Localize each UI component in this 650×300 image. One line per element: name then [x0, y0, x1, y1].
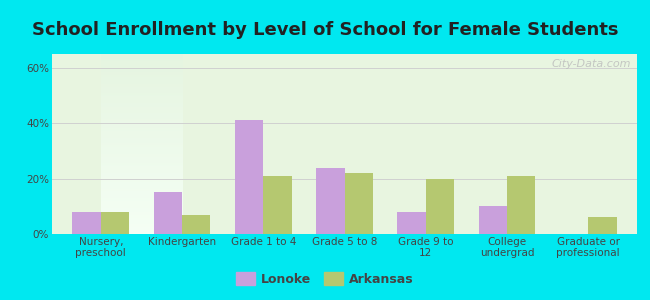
- Bar: [397, 212, 426, 234]
- Bar: [507, 176, 536, 234]
- Bar: [316, 167, 344, 234]
- Bar: [101, 212, 129, 234]
- Bar: [235, 121, 263, 234]
- Bar: [426, 178, 454, 234]
- Bar: [478, 206, 507, 234]
- Bar: [344, 173, 373, 234]
- Bar: [153, 193, 182, 234]
- Bar: [182, 214, 211, 234]
- Bar: [72, 212, 101, 234]
- Bar: [588, 218, 617, 234]
- Text: City-Data.com: City-Data.com: [552, 59, 631, 69]
- Text: School Enrollment by Level of School for Female Students: School Enrollment by Level of School for…: [32, 21, 618, 39]
- Legend: Lonoke, Arkansas: Lonoke, Arkansas: [231, 267, 419, 291]
- Bar: [263, 176, 292, 234]
